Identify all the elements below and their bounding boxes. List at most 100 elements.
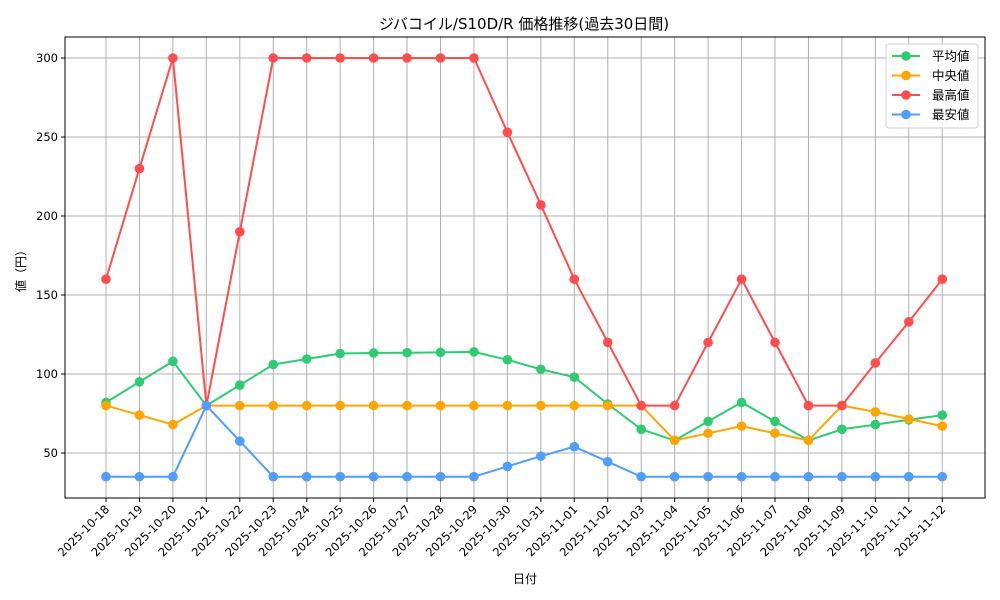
chart-title: ジバコイル/S10D/R 価格推移(過去30日間) [379, 15, 669, 33]
series-path [105, 57, 944, 407]
legend-label: 最安値 [932, 107, 970, 122]
data-point-marker [301, 53, 312, 63]
data-point-marker [770, 337, 780, 348]
data-point-marker [335, 53, 345, 63]
legend-marker-icon [901, 90, 911, 100]
data-point-marker [368, 471, 379, 482]
data-point-marker [268, 400, 279, 411]
data-point-marker [268, 53, 279, 63]
y-tick-label: 150 [36, 288, 58, 302]
data-point-marker [101, 274, 111, 285]
data-point-marker [770, 428, 780, 439]
series-path [105, 404, 943, 442]
data-point-marker [101, 400, 111, 411]
data-point-marker [201, 400, 212, 411]
data-point-marker [703, 416, 713, 427]
data-point-marker [235, 436, 245, 446]
data-point-marker [837, 400, 847, 411]
data-point-marker [703, 428, 713, 439]
legend-marker-icon [901, 70, 911, 81]
data-point-marker [235, 380, 245, 390]
data-point-marker [469, 347, 479, 357]
data-point-marker [569, 400, 580, 411]
data-point-marker [134, 471, 145, 482]
data-point-marker [235, 400, 245, 411]
data-point-marker [301, 354, 312, 364]
data-point-marker [803, 400, 814, 411]
data-point-marker [368, 348, 379, 358]
legend-label: 平均値 [932, 49, 970, 64]
data-point-marker [669, 435, 680, 446]
y-axis-label: 値（円） [13, 244, 28, 292]
data-point-marker [669, 400, 680, 411]
data-point-marker [168, 419, 178, 430]
data-point-marker [669, 471, 680, 482]
data-point-marker [803, 435, 814, 446]
grid-lines [65, 37, 985, 498]
legend-item: 平均値 [892, 49, 970, 64]
data-point-marker [536, 364, 546, 375]
data-point-marker [469, 53, 479, 63]
series-line [101, 347, 948, 446]
data-point-marker [168, 53, 178, 63]
data-point-marker [703, 337, 713, 348]
legend-box [885, 43, 979, 129]
data-point-marker [736, 397, 747, 408]
data-point-marker [636, 471, 646, 482]
data-point-marker [268, 359, 279, 370]
data-point-marker [134, 410, 145, 420]
data-point-marker [335, 471, 345, 482]
data-point-marker [101, 471, 111, 482]
data-point-marker [870, 419, 881, 430]
data-point-marker [502, 354, 513, 365]
data-point-marker [569, 441, 580, 452]
data-point-marker [301, 471, 312, 482]
y-tick-label: 100 [36, 367, 58, 381]
data-point-marker [435, 347, 446, 358]
data-point-marker [602, 456, 613, 467]
data-point-marker [602, 337, 613, 348]
data-point-marker [937, 274, 948, 285]
data-point-marker [837, 424, 847, 435]
data-point-marker [904, 317, 914, 327]
data-point-marker [435, 53, 446, 63]
data-point-marker [435, 471, 446, 482]
data-point-marker [301, 400, 312, 411]
data-point-marker [636, 400, 646, 411]
legend-label: 中央値 [932, 68, 970, 83]
data-point-marker [469, 400, 479, 411]
legend-marker-icon [901, 109, 911, 120]
data-point-marker [770, 471, 780, 482]
data-point-marker [536, 451, 546, 461]
x-axis: 2025-10-182025-10-192025-10-202025-10-21… [55, 498, 948, 559]
data-point-marker [904, 414, 914, 424]
data-point-marker [937, 421, 948, 431]
data-point-marker [870, 407, 881, 417]
data-series [101, 53, 948, 482]
data-point-marker [636, 424, 646, 435]
data-point-marker [335, 348, 345, 359]
series-path [105, 350, 943, 442]
data-point-marker [569, 274, 580, 285]
data-point-marker [335, 400, 345, 411]
data-point-marker [268, 471, 279, 482]
data-point-marker [502, 461, 513, 472]
data-point-marker [402, 347, 412, 358]
data-point-marker [904, 471, 914, 482]
data-point-marker [469, 471, 479, 482]
data-point-marker [435, 400, 446, 411]
series-line [101, 400, 948, 446]
data-point-marker [803, 471, 814, 482]
legend-label: 最高値 [932, 88, 970, 103]
series-line [101, 53, 948, 411]
data-point-marker [536, 400, 546, 411]
data-point-marker [134, 163, 145, 174]
x-axis-label: 日付 [513, 572, 537, 586]
data-point-marker [602, 400, 613, 411]
data-point-marker [703, 471, 713, 482]
legend-item: 最高値 [892, 88, 970, 103]
data-point-marker [368, 53, 379, 63]
